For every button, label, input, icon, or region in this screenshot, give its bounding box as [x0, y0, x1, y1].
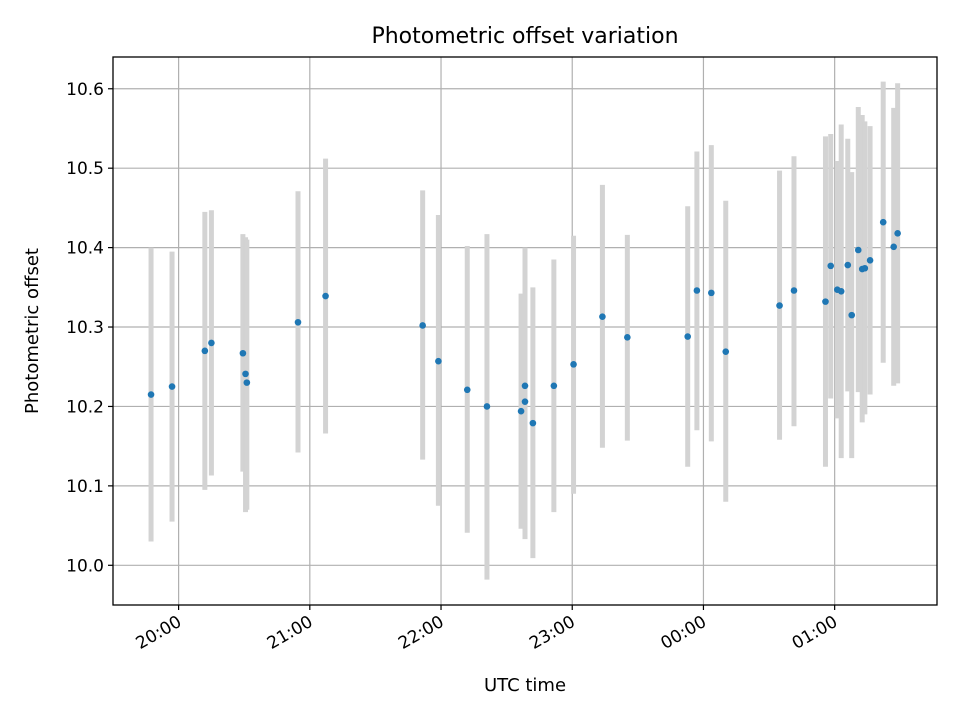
data-point [827, 262, 835, 270]
data-point [521, 398, 529, 405]
y-axis-label: Photometric offset [22, 248, 43, 414]
x-tick-label: 01:00 [789, 612, 841, 654]
data-point [879, 218, 887, 226]
data-point [890, 243, 898, 251]
data-point [208, 339, 215, 347]
data-point [550, 382, 558, 390]
data-point [837, 287, 845, 295]
data-point [483, 403, 491, 410]
data-point [822, 298, 829, 305]
data-point [866, 257, 874, 264]
plot-frame [112, 56, 938, 606]
data-point [684, 333, 692, 340]
data-point [722, 348, 730, 355]
x-tick-label: 21:00 [264, 612, 316, 654]
y-tick-label: 10.6 [66, 80, 104, 100]
data-point [708, 289, 715, 297]
x-tick-label: 22:00 [395, 612, 447, 654]
data-point [419, 322, 426, 329]
x-tick-label: 00:00 [658, 612, 710, 654]
data-point [521, 382, 529, 390]
data-point [854, 246, 862, 254]
y-tick-label: 10.1 [66, 477, 104, 497]
data-point [242, 370, 249, 378]
error-bars [148, 81, 901, 580]
data-point [844, 261, 852, 269]
data-point [624, 334, 631, 341]
data-point [599, 313, 606, 321]
data-point [894, 230, 901, 237]
data-point [517, 407, 525, 415]
data-point [570, 361, 577, 368]
x-axis-label: UTC time [484, 675, 566, 696]
data-point [463, 386, 471, 394]
data-point [322, 292, 329, 300]
y-tick-label: 10.3 [66, 318, 104, 338]
data-point [243, 379, 251, 386]
data-point [693, 287, 701, 294]
data-point [294, 318, 302, 326]
chart-title: Photometric offset variation [371, 24, 678, 49]
data-point [147, 391, 155, 398]
y-tick-label: 10.5 [66, 159, 104, 179]
data-point [861, 264, 869, 272]
data-point [529, 419, 537, 427]
y-tick-label: 10.4 [66, 239, 104, 259]
data-point [435, 357, 442, 365]
data-point [239, 349, 247, 357]
x-tick-label: 20:00 [133, 612, 185, 654]
data-points [147, 218, 901, 427]
x-tick-label: 23:00 [526, 612, 578, 654]
data-point [201, 347, 209, 355]
y-tick-label: 10.2 [66, 397, 104, 417]
data-point [848, 311, 856, 319]
data-point [776, 302, 783, 309]
data-point [168, 383, 176, 390]
data-point [790, 287, 798, 294]
y-tick-label: 10.0 [66, 556, 104, 576]
